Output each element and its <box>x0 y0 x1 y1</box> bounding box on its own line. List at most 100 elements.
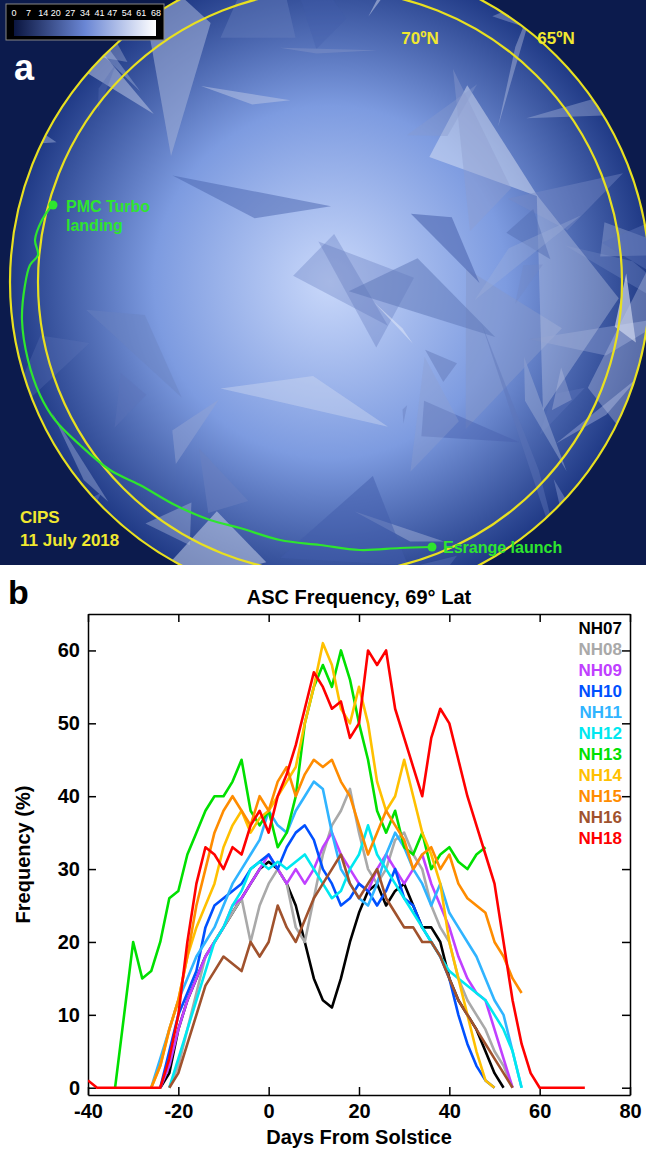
pmc-swath <box>525 0 646 74</box>
legend-entry: NH07 <box>579 619 622 638</box>
y-axis-title: Frequency (%) <box>12 786 34 924</box>
latitude-circle <box>38 0 622 565</box>
x-top-tick-mark <box>178 614 180 622</box>
chart-title: ASC Frequency, 69° Lat <box>247 586 472 608</box>
y-axis-right <box>622 615 631 1096</box>
y-tick-label: 20 <box>58 931 80 953</box>
pmc-swath <box>515 265 543 304</box>
colorbar-tick-label: 14 <box>38 8 48 18</box>
pmc-swath <box>221 0 296 38</box>
legend: NH07NH08NH09NH10NH11NH12NH13NH14NH15NH16… <box>579 619 623 848</box>
y-right-tick <box>622 869 630 870</box>
colorbar-tick-label: 0 <box>11 8 16 18</box>
y-right-tick-mark <box>622 869 630 871</box>
x-top-tick <box>269 614 270 622</box>
pmc-swath <box>199 448 248 513</box>
y-tick-label: 10 <box>58 1004 80 1026</box>
x-tick-label: 40 <box>439 1100 461 1122</box>
y-right-tick-mark <box>622 723 630 725</box>
legend-entry: NH13 <box>579 745 622 764</box>
pmc-swath <box>115 373 147 428</box>
y-tick: 60 <box>58 639 96 661</box>
pmc-swath <box>2 105 57 145</box>
colorbar-tick-label: 20 <box>51 8 61 18</box>
colorbar-tick-label: 27 <box>65 8 75 18</box>
legend-entry: NH14 <box>579 766 623 785</box>
y-tick-label: 50 <box>58 712 80 734</box>
y-right-tick-mark <box>622 1015 630 1017</box>
landing-point <box>49 201 58 210</box>
x-tick-label: 20 <box>348 1100 370 1122</box>
panel-label: b <box>8 573 29 611</box>
pmc-swath <box>220 376 388 427</box>
colorbar-box <box>6 4 164 40</box>
pmc-swath <box>609 464 646 536</box>
pmc-swath <box>580 52 612 63</box>
plot-lines <box>88 643 585 1088</box>
x-tick-label: 80 <box>619 1100 641 1122</box>
pmc-imagery <box>2 0 646 565</box>
colorbar <box>14 20 156 36</box>
pmc-swath <box>475 215 582 300</box>
launch-label: Esrange launch <box>443 539 562 556</box>
x-top-tick-mark <box>449 614 451 622</box>
colorbar-tick-label: 61 <box>136 8 146 18</box>
pmc-swath <box>201 86 290 104</box>
series-line <box>151 760 521 1088</box>
x-tick: 0 <box>264 1087 275 1122</box>
colorbar-tick-label: 7 <box>26 8 31 18</box>
legend-entry: NH10 <box>579 682 622 701</box>
latitude-label: 65ºN <box>537 29 574 48</box>
pmc-swath <box>280 48 378 54</box>
pmc-swath <box>55 37 127 62</box>
x-axis-title: Days From Solstice <box>266 1126 452 1148</box>
y-tick-mark <box>88 1015 96 1017</box>
x-tick: 40 <box>439 1087 461 1122</box>
legend-entry: NH09 <box>579 661 622 680</box>
y-tick-mark <box>88 869 96 871</box>
y-tick: 30 <box>58 858 96 880</box>
series-line <box>88 650 585 1087</box>
colorbar-tick-label: 41 <box>95 8 105 18</box>
landing-label: PMC Turbolanding <box>66 198 150 234</box>
pmc-swath <box>349 258 495 337</box>
y-tick: 20 <box>58 931 96 953</box>
colorbar-tick-label: 34 <box>80 8 90 18</box>
flight-track <box>22 205 432 550</box>
legend-entry: NH18 <box>579 829 622 848</box>
pmc-swath <box>453 69 511 231</box>
pmc-swath <box>588 259 646 521</box>
x-top-tick <box>359 614 360 622</box>
x-tick-mark <box>449 1087 451 1095</box>
pmc-swath <box>368 0 437 17</box>
pmc-imagery-base <box>10 0 646 565</box>
pmc-swath <box>559 530 644 565</box>
pmc-swath <box>280 476 408 565</box>
series-line <box>169 855 512 1088</box>
series-line <box>169 789 512 1088</box>
x-axis-top <box>89 614 631 622</box>
figure: 70ºN65ºNPMC TurbolandingEsrange launchCI… <box>0 0 646 1155</box>
x-tick-mark <box>178 1087 180 1095</box>
x-tick-mark <box>268 1087 270 1095</box>
x-tick: -20 <box>164 1087 193 1122</box>
y-right-tick <box>622 723 630 724</box>
launch-point <box>428 543 437 552</box>
x-top-tick <box>449 614 450 622</box>
pmc-swath <box>86 310 182 398</box>
pmc-swath <box>526 91 646 118</box>
y-right-tick <box>622 1088 630 1089</box>
y-tick-mark <box>88 723 96 725</box>
series-line <box>160 833 512 1088</box>
instrument-label: CIPS <box>20 508 60 527</box>
y-right-tick <box>622 1015 630 1016</box>
y-tick: 0 <box>69 1077 96 1099</box>
x-tick-label: 60 <box>529 1100 551 1122</box>
pmc-swath <box>410 357 459 472</box>
x-tick: 20 <box>348 1087 370 1122</box>
x-top-tick-mark <box>268 614 270 622</box>
axis-line <box>88 615 90 1096</box>
colorbar-tick-label: 54 <box>122 8 132 18</box>
y-tick-mark <box>88 796 96 798</box>
x-tick: 60 <box>529 1087 551 1122</box>
